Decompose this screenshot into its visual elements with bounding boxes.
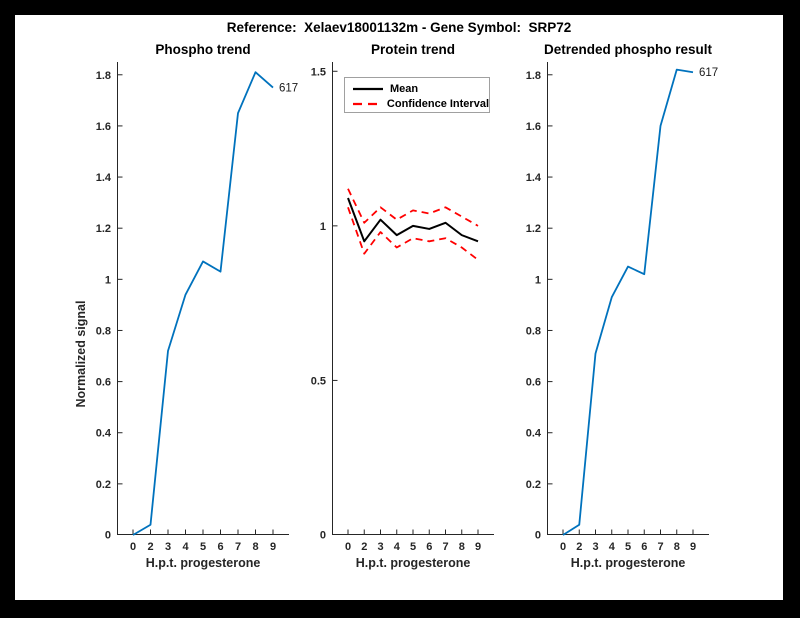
protein-trend-chart: 00.511.50 2 3 4 5 6 7 8 9 [311,62,494,553]
subplot-phospho-trend: Phospho trend Normalized signal 0 0.2 0.4 0… [74,42,298,570]
x-tick-label: 9 [475,541,481,553]
axes: 00.20.40.60.811.21.41.61.80 2 3 4 5 6 7 8 9 [526,62,709,553]
y-tick-label: 1.4 [526,172,542,184]
x-tick-label: 2 [576,541,582,553]
x-tick-label: 3 [165,541,171,553]
x-tick-label: 8 [252,541,258,553]
legend-entry-mean: Mean [353,81,489,96]
legend: Mean Confidence Interval [344,77,490,113]
y-tick-label: 1.8 [96,70,111,82]
legend-entry-confidence-interval: Confidence Interval [353,96,489,111]
series-line-detrended-phospho-signal [562,68,694,536]
x-tick-label: 7 [442,541,448,553]
x-tick-label: 7 [657,541,663,553]
legend-label-confidence-interval: Confidence Interval [386,97,489,110]
subplot-title: Detrended phospho result [543,42,712,57]
x-tick-label: 2 [147,541,153,553]
x-tick-label: 3 [592,541,598,553]
subplot-title: Phospho trend [155,42,251,57]
y-tick-label: 1.6 [96,121,111,133]
y-tick-label: 0.6 [96,377,111,389]
y-tick-label: 0 [105,530,111,542]
y-tick-label: 1 [105,274,111,286]
x-tick-label: 2 [361,541,367,553]
x-tick-label: 4 [182,541,189,553]
y-tick-label: 0.8 [526,325,541,337]
x-tick-label: 6 [426,541,432,553]
x-tick-label: 6 [641,541,647,553]
y-tick-label: 1.2 [526,223,541,235]
figure-canvas: Reference: Xelaev18001132m - Gene Symbol… [15,15,783,600]
y-axis-label: Normalized signal [74,300,88,408]
axes: 00.20.40.60.811.21.41.61.80 2 3 4 5 6 7 8 9 [96,62,289,553]
x-tick-label: 5 [410,541,416,553]
x-tick-label: 8 [459,541,465,553]
figure-title: Reference: Xelaev18001132m - Gene Symbol… [226,20,572,35]
x-tick-label: 5 [200,541,206,553]
legend-line-dashed-icon [353,102,380,105]
legend-label-mean: Mean [390,82,419,95]
subplot-title: Protein trend [370,42,455,57]
series-end-label: 617 [279,83,298,95]
x-tick-label: 9 [690,541,696,553]
axes: 00.511.50 2 3 4 5 6 7 8 9 [311,62,494,553]
y-tick-label: 0.2 [96,479,111,491]
y-tick-label: 1.4 [96,172,112,184]
series-line-phospho-signal [132,71,274,536]
x-tick-label: 5 [625,541,631,553]
y-tick-label: 0.2 [526,479,541,491]
series-line-mean [347,197,479,243]
x-tick-label: 4 [609,541,616,553]
y-tick-label: 0 [320,530,326,542]
y-tick-label: 0.6 [526,377,541,389]
x-tick-label: 6 [217,541,223,553]
y-tick-label: 1.6 [526,121,541,133]
y-tick-label: 0 [535,530,541,542]
x-axis-label: H.p.t. progesterone [355,556,471,570]
x-tick-label: 0 [345,541,351,553]
series-line-confidence-interval-lower [347,207,479,261]
y-tick-label: 0.4 [526,428,542,440]
x-tick-label: 3 [377,541,383,553]
y-tick-label: 0.4 [96,428,112,440]
x-tick-label: 7 [235,541,241,553]
y-tick-label: 0.8 [96,325,111,337]
x-tick-label: 0 [560,541,566,553]
y-tick-label: 0.5 [311,375,326,387]
legend-line-solid-icon [353,87,383,90]
subplot-protein-trend: Protein trend 0 0.5 1 1.5 0 2 3 4 5 6 7 8 9 H.p.t. p… [311,42,494,570]
series-line-confidence-interval-upper [347,188,479,227]
y-tick-label: 1 [535,274,541,286]
x-tick-label: 9 [270,541,276,553]
x-axis-label: H.p.t. progesterone [145,556,261,570]
x-tick-label: 8 [674,541,680,553]
y-tick-label: 1.8 [526,70,541,82]
x-tick-label: 4 [394,541,401,553]
x-tick-label: 0 [130,541,136,553]
x-axis-label: H.p.t. progesterone [570,556,686,570]
y-tick-label: 1.5 [311,66,326,78]
y-tick-label: 1 [320,221,326,233]
subplot-detrended-phospho: Detrended phospho result 0 0.2 0.4 0.6 0.8 1 1… [526,42,718,570]
y-tick-label: 1.2 [96,223,111,235]
series-end-label: 617 [699,67,718,79]
